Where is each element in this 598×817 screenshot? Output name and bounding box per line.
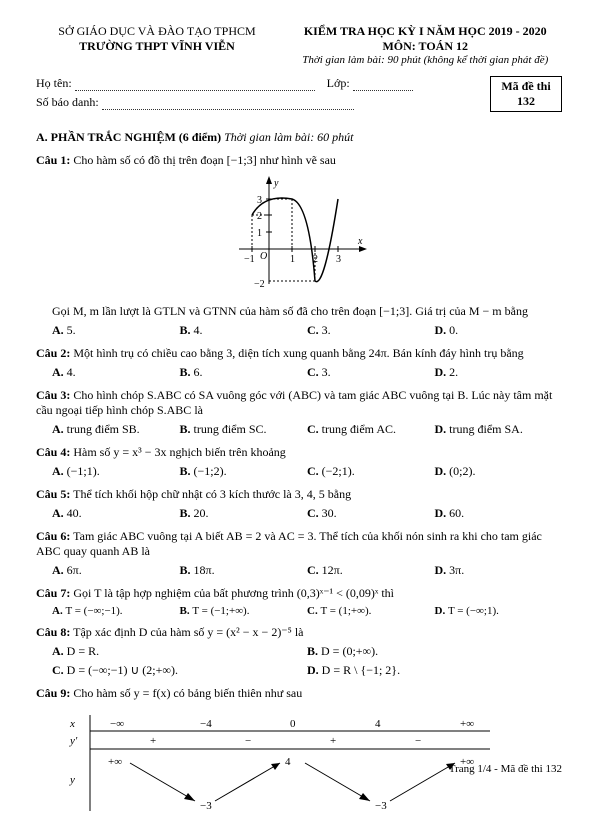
q1-opt-d: 0. <box>449 323 458 337</box>
svg-text:2: 2 <box>257 211 262 222</box>
svg-text:0: 0 <box>290 718 296 730</box>
q1-graph: 3 2 1 −1 1 2 3 y x O −2 <box>36 174 562 298</box>
svg-text:−: − <box>245 735 251 747</box>
q1-opt-b: 4. <box>194 323 203 337</box>
page-footer: Trang 1/4 - Mã đề thi 132 <box>449 763 562 775</box>
question-7: Câu 7: Gọi T là tập hợp nghiệm của bất p… <box>36 586 562 601</box>
section-a-bold: A. PHẦN TRẮC NGHIỆM (6 điểm) <box>36 130 221 144</box>
svg-text:3: 3 <box>336 254 341 265</box>
school-name: TRƯỜNG THPT VĨNH VIỄN <box>36 39 278 54</box>
test-code-value: 132 <box>501 94 551 109</box>
section-a-italic: Thời gian làm bài: 60 phút <box>224 130 353 144</box>
class-field[interactable] <box>353 80 413 91</box>
sbd-label: Số báo danh: <box>36 95 99 109</box>
q1-opt-c: 3. <box>322 323 331 337</box>
class-label: Lớp: <box>327 76 350 90</box>
test-code-label: Mã đề thi <box>501 79 551 94</box>
svg-text:−: − <box>415 735 421 747</box>
section-a-title: A. PHẦN TRẮC NGHIỆM (6 điểm) Thời gian l… <box>36 130 562 145</box>
question-1: Câu 1: Cho hàm số có đồ thị trên đoạn [−… <box>36 153 562 168</box>
svg-text:4: 4 <box>285 756 291 768</box>
svg-text:y': y' <box>69 735 78 747</box>
svg-text:O: O <box>260 251 267 262</box>
svg-text:−3: −3 <box>200 800 212 812</box>
q1-opt-a: 5. <box>67 323 76 337</box>
exam-time: Thời gian làm bài: 90 phút (không kể thờ… <box>288 54 562 66</box>
dept-name: SỞ GIÁO DỤC VÀ ĐÀO TẠO TPHCM <box>36 24 278 39</box>
svg-text:y: y <box>273 178 279 189</box>
name-field[interactable] <box>75 80 315 91</box>
svg-text:+∞: +∞ <box>460 718 474 730</box>
question-3: Câu 3: Cho hình chóp S.ABC có SA vuông g… <box>36 388 562 418</box>
variation-table: x −∞ −4 0 4 +∞ y' + − + − y +∞ −3 4 −3 +… <box>60 713 500 817</box>
svg-text:−1: −1 <box>244 254 255 265</box>
question-2: Câu 2: Một hình trụ có chiều cao bằng 3,… <box>36 346 562 361</box>
q1-text2: Gọi M, m lần lượt là GTLN và GTNN của hà… <box>36 304 562 319</box>
exam-title-line2: MÔN: TOÁN 12 <box>288 39 562 54</box>
svg-text:+: + <box>150 735 156 747</box>
sbd-field[interactable] <box>102 99 354 110</box>
svg-text:1: 1 <box>257 228 262 239</box>
svg-text:−4: −4 <box>200 718 212 730</box>
svg-text:x: x <box>357 236 363 247</box>
svg-text:−∞: −∞ <box>110 718 124 730</box>
question-5: Câu 5: Thể tích khối hộp chữ nhật có 3 k… <box>36 487 562 502</box>
name-label: Họ tên: <box>36 76 72 90</box>
test-code-box: Mã đề thi 132 <box>490 76 562 112</box>
svg-text:−2: −2 <box>254 279 265 290</box>
svg-text:+: + <box>330 735 336 747</box>
exam-title-line1: KIỂM TRA HỌC KỲ I NĂM HỌC 2019 - 2020 <box>288 24 562 39</box>
exam-header: SỞ GIÁO DỤC VÀ ĐÀO TẠO TPHCM TRƯỜNG THPT… <box>36 24 562 66</box>
question-8: Câu 8: Tập xác định D của hàm số y = (x²… <box>36 625 562 640</box>
question-4: Câu 4: Hàm số y = x³ − 3x nghịch biến tr… <box>36 445 562 460</box>
svg-text:4: 4 <box>375 718 381 730</box>
q1-text: Cho hàm số có đồ thị trên đoạn [−1;3] nh… <box>73 153 336 167</box>
svg-text:x: x <box>69 718 75 730</box>
q1-label: Câu 1: <box>36 153 70 167</box>
question-6: Câu 6: Tam giác ABC vuông tại A biết AB … <box>36 529 562 559</box>
svg-text:1: 1 <box>290 254 295 265</box>
question-9: Câu 9: Cho hàm số y = f(x) có bảng biến … <box>36 686 562 701</box>
svg-text:y: y <box>69 774 75 786</box>
svg-text:−3: −3 <box>375 800 387 812</box>
student-info-row: Họ tên: Lớp: Số báo danh: Mã đề thi 132 <box>36 76 562 112</box>
svg-text:+∞: +∞ <box>108 756 122 768</box>
